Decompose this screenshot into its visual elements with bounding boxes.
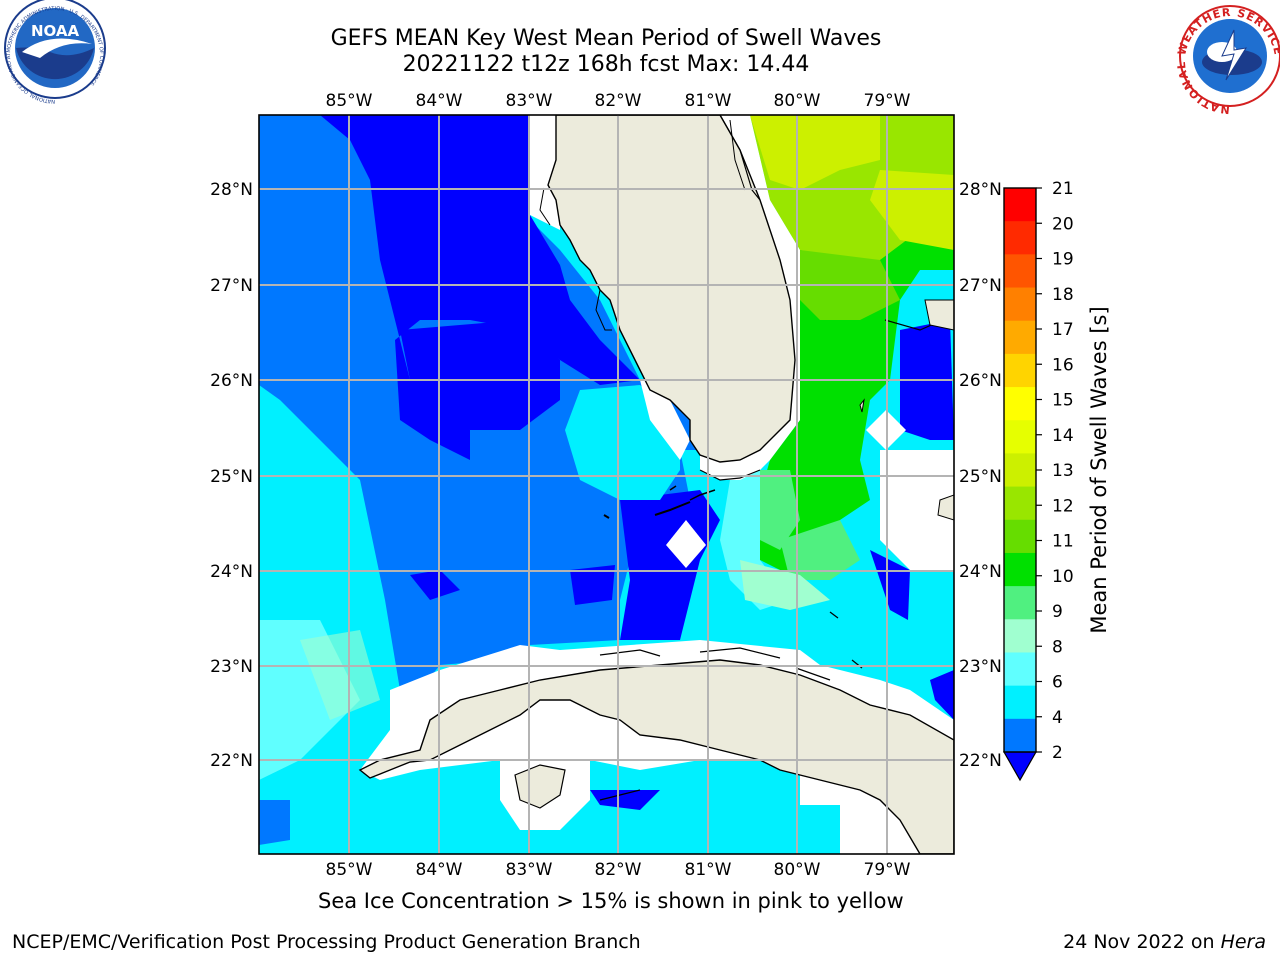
- map-title: GEFS MEAN Key West Mean Period of Swell …: [330, 26, 882, 51]
- colorbar-segments: [1004, 188, 1036, 753]
- lon-labels-bottom: 85°W 84°W 83°W 82°W 81°W 80°W 79°W: [326, 860, 911, 880]
- colorbar-segment: [1004, 453, 1036, 488]
- lon-label-bottom: 81°W: [685, 860, 732, 880]
- colorbar-segment: [1004, 486, 1036, 521]
- lat-label-right: 22°N: [959, 751, 1002, 771]
- colorbar-segment: [1004, 320, 1036, 355]
- lat-label-left: 27°N: [210, 276, 253, 296]
- colorbar-tick-label: 12: [1052, 496, 1074, 516]
- lon-label-top: 82°W: [595, 91, 642, 111]
- colorbar-tick-label: 10: [1052, 567, 1074, 587]
- colorbar-segment: [1004, 221, 1036, 255]
- colorbar-ticks: 21 20 19 18 17 16 15 14 13 12 11 10 9 8 6 4 2: [1036, 179, 1074, 763]
- colorbar-segment: [1004, 254, 1036, 289]
- noaa-logo-text: NOAA: [31, 22, 80, 40]
- map-frame: [258, 114, 955, 855]
- noaa-logo: NOAA NATIONAL OCEANIC AND ATMOSPHERIC AD…: [4, 0, 106, 104]
- colorbar-tick-label: 21: [1052, 179, 1074, 199]
- colorbar-tick-label: 17: [1052, 320, 1074, 340]
- lon-label-bottom: 82°W: [595, 860, 642, 880]
- lon-labels-top: 85°W 84°W 83°W 82°W 81°W 80°W 79°W: [326, 91, 911, 111]
- credit-text: NCEP/EMC/Verification Post Processing Pr…: [12, 931, 641, 953]
- map-gridlines: [259, 115, 954, 854]
- colorbar-tick-label: 8: [1052, 637, 1063, 657]
- lon-label-top: 83°W: [506, 91, 553, 111]
- colorbar-tick-label: 19: [1052, 250, 1074, 270]
- lat-label-left: 22°N: [210, 751, 253, 771]
- colorbar-segment: [1004, 353, 1036, 388]
- colorbar-under-arrow: [1002, 751, 1038, 782]
- lon-label-bottom: 80°W: [774, 860, 821, 880]
- run-date-text: 24 Nov 2022 on: [1063, 931, 1221, 953]
- lon-label-top: 79°W: [864, 91, 911, 111]
- lat-label-left: 23°N: [210, 657, 253, 677]
- colorbar-segment: [1004, 387, 1036, 421]
- swell-period-field: [259, 115, 954, 854]
- nws-logo: NATIONAL WEATHER SERVICE: [1175, 5, 1280, 116]
- lat-label-right: 28°N: [959, 180, 1002, 200]
- lat-label-right: 27°N: [959, 276, 1002, 296]
- colorbar-segment: [1004, 287, 1036, 322]
- run-machine: Hera: [1220, 931, 1266, 953]
- colorbar-segment: [1004, 718, 1036, 753]
- colorbar-tick-label: 14: [1052, 426, 1074, 446]
- lat-label-left: 25°N: [210, 467, 253, 487]
- lat-labels-left: 28°N 27°N 26°N 25°N 24°N 23°N 22°N: [210, 180, 253, 771]
- lat-label-left: 28°N: [210, 180, 253, 200]
- lon-label-bottom: 79°W: [864, 860, 911, 880]
- colorbar-segment: [1004, 552, 1036, 587]
- colorbar-tick-label: 13: [1052, 461, 1074, 481]
- colorbar-label: Mean Period of Swell Waves [s]: [1087, 306, 1111, 633]
- colorbar-tick-label: 20: [1052, 214, 1074, 234]
- lon-label-bottom: 85°W: [326, 860, 373, 880]
- colorbar-tick-label: 15: [1052, 391, 1074, 411]
- lat-label-left: 26°N: [210, 371, 253, 391]
- colorbar-segment: [1004, 652, 1036, 687]
- colorbar-tick-label: 16: [1052, 355, 1074, 375]
- colorbar-tick-label: 18: [1052, 285, 1074, 305]
- colorbar-segment: [1004, 685, 1036, 720]
- colorbar-segment: [1004, 619, 1036, 653]
- colorbar-tick-label: 6: [1052, 673, 1063, 693]
- lon-label-top: 84°W: [416, 91, 463, 111]
- lat-label-right: 23°N: [959, 657, 1002, 677]
- colorbar-tick-label: 4: [1052, 708, 1063, 728]
- lon-label-top: 85°W: [326, 91, 373, 111]
- colorbar: 21 20 19 18 17 16 15 14 13 12 11 10 9 8 6 4 2 Mean Perio…: [1002, 179, 1111, 782]
- colorbar-segment: [1004, 519, 1036, 554]
- colorbar-tick-label: 11: [1052, 532, 1074, 552]
- lon-label-bottom: 84°W: [416, 860, 463, 880]
- lon-label-top: 81°W: [685, 91, 732, 111]
- colorbar-segment: [1004, 188, 1036, 222]
- lat-label-right: 26°N: [959, 371, 1002, 391]
- map-subtitle: 20221122 t12z 168h fcst Max: 14.44: [402, 52, 810, 77]
- lon-label-top: 80°W: [774, 91, 821, 111]
- colorbar-tick-label: 2: [1052, 743, 1063, 763]
- lat-label-left: 24°N: [210, 562, 253, 582]
- run-date: 24 Nov 2022 on Hera: [1063, 931, 1266, 953]
- lon-label-bottom: 83°W: [506, 860, 553, 880]
- lat-labels-right: 28°N 27°N 26°N 25°N 24°N 23°N 22°N: [959, 180, 1002, 771]
- colorbar-tick-label: 9: [1052, 602, 1063, 622]
- colorbar-segment: [1004, 586, 1036, 620]
- lat-label-right: 24°N: [959, 562, 1002, 582]
- colorbar-segment: [1004, 420, 1036, 454]
- lat-label-right: 25°N: [959, 467, 1002, 487]
